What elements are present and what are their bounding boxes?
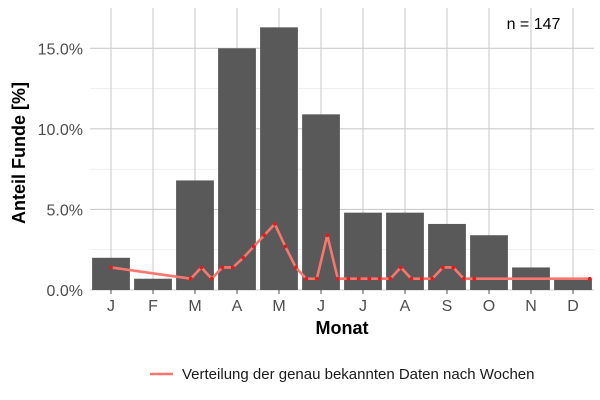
bar <box>344 212 382 290</box>
x-tick-label: A <box>232 298 243 315</box>
line-point <box>325 233 330 238</box>
line-point <box>199 265 204 270</box>
y-tick-label: 5.0% <box>47 202 83 219</box>
line-point <box>388 276 393 281</box>
x-tick-label: D <box>567 298 579 315</box>
bar <box>260 27 298 290</box>
y-axis-title: Anteil Funde [%] <box>9 82 29 224</box>
line-point <box>262 233 267 238</box>
x-tick-label: M <box>272 298 285 315</box>
x-tick-label: O <box>483 298 495 315</box>
line-point <box>304 276 309 281</box>
line-point <box>314 276 319 281</box>
line-point <box>430 276 435 281</box>
x-tick-label: S <box>442 298 453 315</box>
x-tick-label: F <box>148 298 158 315</box>
bar <box>470 235 508 290</box>
line-point <box>419 276 424 281</box>
line-point <box>335 276 340 281</box>
y-tick-label: 10.0% <box>38 122 83 139</box>
x-tick-label: N <box>525 298 537 315</box>
bar <box>428 223 466 290</box>
bar <box>218 48 256 291</box>
y-ticks: 0.0% 5.0% 10.0% 15.0% <box>38 41 83 300</box>
x-axis-title: Monat <box>316 318 369 338</box>
x-tick-label: J <box>317 298 325 315</box>
bar <box>134 278 172 290</box>
x-tick-label: M <box>188 298 201 315</box>
line-point <box>230 265 235 270</box>
line-point <box>241 255 246 260</box>
y-tick-label: 0.0% <box>47 283 83 300</box>
x-tick-label: J <box>107 298 115 315</box>
bars <box>92 27 592 291</box>
line-point <box>377 276 382 281</box>
bar <box>176 180 214 290</box>
week-line <box>109 222 592 281</box>
line-point <box>587 276 592 281</box>
line-point <box>451 265 456 270</box>
x-tick-label: A <box>400 298 411 315</box>
legend-label: Verteilung der genau bekannten Daten nac… <box>182 366 535 383</box>
grid <box>90 8 594 291</box>
line-point <box>346 276 351 281</box>
x-tick-label: J <box>359 298 367 315</box>
line-point <box>272 222 277 226</box>
line-point <box>109 265 113 270</box>
y-tick-label: 15.0% <box>38 41 83 58</box>
line-point <box>398 265 403 270</box>
line-point <box>409 276 414 281</box>
sample-size-annotation: n = 147 <box>507 16 561 33</box>
line-point <box>188 276 193 281</box>
line-point <box>472 276 477 281</box>
legend: Verteilung der genau bekannten Daten nac… <box>150 366 535 383</box>
line-point <box>220 265 225 270</box>
line-point <box>283 244 288 249</box>
line-point <box>440 265 445 270</box>
line-point <box>356 276 361 281</box>
line-point <box>461 276 466 281</box>
line-point <box>251 244 256 249</box>
bar <box>554 278 592 290</box>
bar <box>92 257 130 290</box>
line-point <box>367 276 372 281</box>
line-point <box>209 276 214 281</box>
line-point <box>293 265 298 270</box>
